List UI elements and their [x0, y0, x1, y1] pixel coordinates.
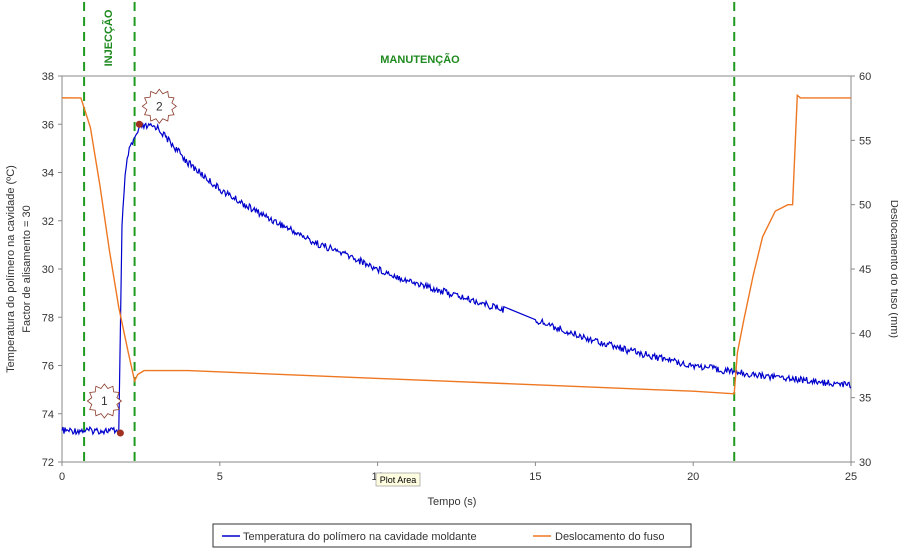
- plot-area-tag: Plot Area: [380, 475, 417, 485]
- plot-area-tag-box: [375, 472, 421, 487]
- annotation-point: [135, 120, 143, 128]
- right-tick-label: 40: [859, 328, 871, 340]
- x-tick-label: 20: [687, 471, 699, 483]
- right-tick-label: 30: [859, 457, 871, 469]
- phase-boundaries: [83, 2, 736, 462]
- legend-box: [212, 523, 692, 548]
- left-tick-label: 36: [42, 119, 54, 131]
- right-y-axis-ticks: 30 35 40 45 50 55 60: [851, 71, 871, 469]
- y-axis-title-left-line2: Factor de alisamento = 30: [21, 205, 33, 333]
- right-tick-label: 50: [859, 200, 871, 212]
- annotations: 12: [86, 88, 177, 437]
- annotation-label: 1: [101, 394, 108, 408]
- phase-label-holding: MANUTENÇÃO: [380, 53, 460, 66]
- annotation-point: [116, 429, 124, 437]
- x-tick-label: 15: [529, 471, 541, 483]
- x-tick-label: 0: [59, 471, 65, 483]
- phase-label-injection: INJECÇÃO: [102, 9, 115, 66]
- x-axis-ticks: 0510152025: [59, 462, 857, 483]
- right-tick-label: 45: [859, 264, 871, 276]
- annotation-starburst: [141, 88, 177, 124]
- series-line-polymer-temperature: [61, 122, 852, 436]
- x-tick-label: 25: [845, 471, 857, 483]
- right-tick-label: 60: [859, 71, 871, 83]
- legend-label-polymer-temperature: Temperatura do polímero na cavidade mold…: [243, 531, 477, 543]
- left-tick-label: 76: [42, 361, 54, 373]
- x-tick-label: 5: [217, 471, 223, 483]
- left-tick-label: 74: [42, 409, 54, 421]
- left-tick-label: 34: [42, 168, 54, 180]
- annotation-label: 2: [156, 99, 163, 113]
- left-tick-label: 30: [42, 264, 54, 276]
- left-tick-label: 78: [42, 312, 54, 324]
- left-tick-label: 72: [42, 457, 54, 469]
- left-tick-label: 38: [42, 71, 54, 83]
- legend-label-screw-displacement: Deslocamento do fuso: [555, 531, 664, 543]
- left-tick-label: 32: [42, 216, 54, 228]
- x-axis-title: Tempo (s): [428, 496, 477, 508]
- left-y-axis-ticks: 72 74 76 78 30 32 34 36 38: [42, 71, 62, 469]
- right-tick-label: 55: [859, 135, 871, 147]
- y-axis-title-right: Deslocamento do fuso (mm): [888, 200, 898, 338]
- right-tick-label: 35: [859, 393, 871, 405]
- y-axis-title-left-line1: Temperatura do polímero na cavidade (ºC): [5, 165, 17, 373]
- annotation-starburst: [86, 383, 123, 419]
- series-line-screw-displacement: [61, 93, 851, 395]
